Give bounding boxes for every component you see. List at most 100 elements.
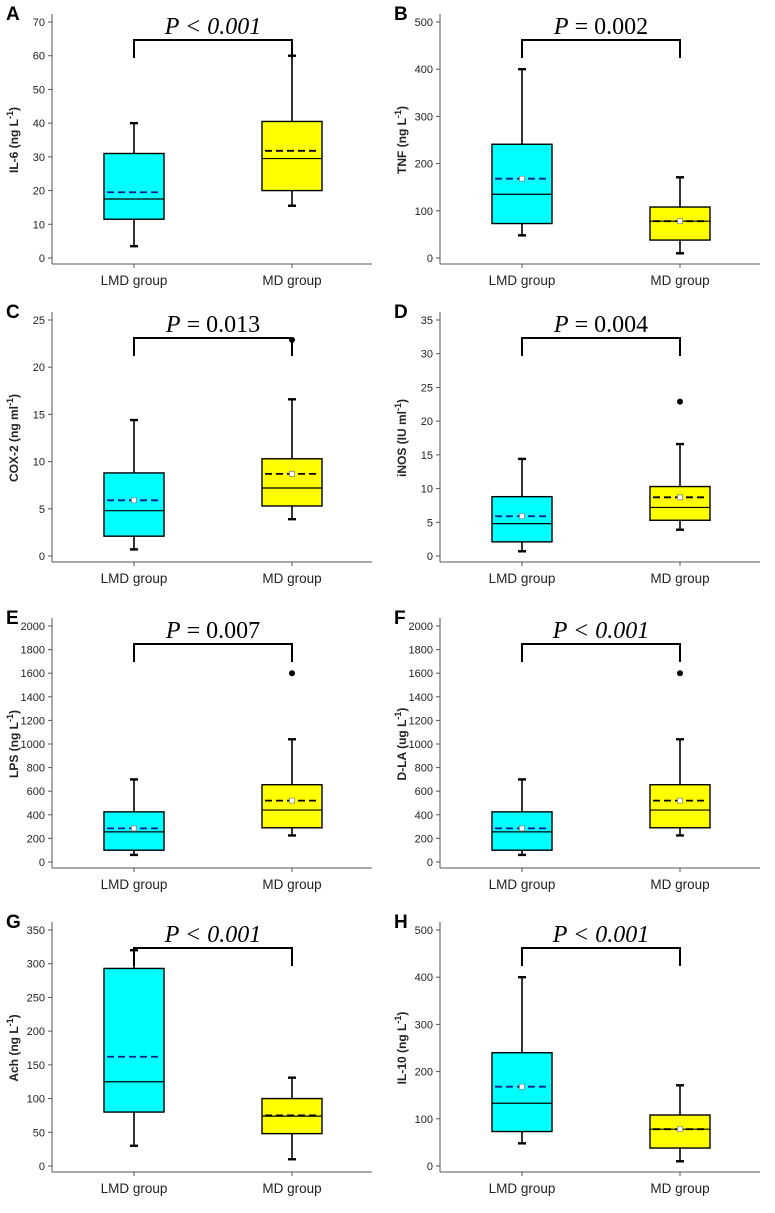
x-category-label: MD group [262, 877, 321, 892]
box-lmd [103, 949, 165, 1147]
p-value-symbol: P [164, 14, 180, 40]
box-lmd [491, 67, 553, 237]
y-tick-label: 1000 [21, 739, 45, 751]
p-value-symbol: P [165, 312, 181, 338]
panel-letter: A [6, 4, 20, 25]
p-value-label: P < 0.001 [164, 922, 261, 948]
box-iqr [103, 472, 165, 537]
x-category-label: LMD group [489, 1181, 556, 1196]
mean-marker [519, 513, 525, 520]
y-tick-label: 25 [33, 315, 45, 327]
y-tick-label: 150 [27, 1060, 45, 1072]
y-axis-label-close: ) [395, 1012, 409, 1016]
significance-bracket [521, 947, 681, 966]
y-tick-label: 400 [27, 810, 45, 822]
y-tick-label: 100 [27, 1094, 45, 1106]
panel-letter: F [394, 608, 406, 629]
p-value-symbol: P [552, 618, 568, 644]
y-tick-label: 1000 [409, 739, 433, 751]
p-value-symbol: P [164, 922, 180, 948]
y-tick-label: 70 [33, 17, 45, 29]
y-axis-label: IL-10 (ng L-1) [393, 1012, 409, 1085]
outlier-point [289, 670, 295, 677]
box-iqr [491, 1052, 553, 1133]
y-tick-label: 0 [427, 1161, 433, 1173]
panel-d: D 0 5 10 15 20 25 30 35 iNOS (IU ml-1) LMD group MD… [388, 298, 775, 601]
significance-bracket [133, 643, 293, 662]
y-tick-label: 2000 [21, 621, 45, 633]
p-value-symbol: P [553, 312, 569, 338]
y-tick-label: 0 [39, 857, 45, 869]
mean-marker [677, 494, 683, 501]
box-iqr [261, 784, 323, 829]
y-tick-label: 10 [33, 457, 45, 469]
chart-svg: A 0 10 20 30 40 50 60 70 IL-6 (ng L-1) LMD group MD… [5, 4, 372, 288]
panel-letter: H [394, 912, 408, 933]
y-tick-label: 35 [421, 315, 433, 327]
y-axis-label-main: iNOS (IU ml [395, 411, 409, 477]
box-md [261, 1076, 323, 1161]
chart-svg: H 0 100 200 300 400 500 IL-10 (ng L-1) LMD group… [393, 912, 760, 1196]
box-lmd [491, 457, 553, 553]
box-iqr [491, 495, 553, 543]
box-iqr [649, 784, 711, 829]
box-iqr [103, 811, 165, 851]
p-value-text: < 0.001 [567, 618, 649, 644]
panel-letter: G [6, 912, 21, 933]
y-tick-label: 20 [421, 416, 433, 428]
box-md [649, 670, 711, 837]
p-value-label: P = 0.007 [165, 618, 260, 644]
y-tick-label: 200 [27, 833, 45, 845]
p-value-symbol: P [553, 14, 569, 40]
y-axis-label-close: ) [395, 106, 409, 110]
chart-svg: B 0 100 200 300 400 500 TNF (ng L-1) LMD group MD… [393, 4, 760, 288]
box-iqr [103, 152, 165, 220]
y-tick-label: 400 [415, 64, 433, 76]
y-tick-label: 1600 [21, 668, 45, 680]
box-lmd [491, 778, 553, 857]
p-value-label: P < 0.001 [164, 14, 261, 40]
y-axis-label-sup: -1 [5, 398, 15, 406]
mean-marker [519, 825, 525, 832]
y-axis-label-sup: -1 [393, 712, 403, 720]
panel-c: C 0 5 10 15 20 25 COX-2 (ng ml-1) LMD group MD gr… [0, 298, 387, 601]
panel-letter: C [6, 302, 20, 323]
y-tick-label: 600 [27, 786, 45, 798]
y-axis-label: Ach (ng L-1) [5, 1014, 21, 1081]
y-tick-label: 10 [421, 484, 433, 496]
x-category-label: MD group [650, 273, 709, 288]
x-category-label: LMD group [101, 1181, 168, 1196]
y-axis-label: TNF (ng L-1) [393, 106, 409, 174]
mean-marker [519, 1083, 525, 1090]
y-tick-label: 2000 [409, 621, 433, 633]
y-tick-label: 20 [33, 362, 45, 374]
panel-g: G 0 50 100 150 200 250 300 350 Ach (ng L-1) LMD gr… [0, 908, 387, 1211]
x-category-label: MD group [262, 1181, 321, 1196]
y-tick-label: 400 [415, 972, 433, 984]
y-tick-label: 50 [33, 84, 45, 96]
y-axis-label-main: TNF (ng L [395, 118, 409, 174]
y-tick-label: 0 [39, 1161, 45, 1173]
x-category-label: MD group [650, 571, 709, 586]
significance-bracket [133, 39, 293, 58]
x-category-label: MD group [262, 571, 321, 586]
panel-f: F 0 200 400 600 800 1000 1200 1400 1600 1800 2000 D-… [388, 604, 775, 907]
x-category-label: LMD group [101, 877, 168, 892]
chart-svg: E 0 200 400 600 800 1000 1200 1400 1600 1800 2000 LP… [5, 608, 372, 892]
p-value-text: = 0.013 [181, 312, 261, 338]
y-tick-label: 30 [421, 349, 433, 361]
p-value-symbol: P [552, 922, 568, 948]
mean-marker [677, 1126, 683, 1133]
y-tick-label: 300 [27, 959, 45, 971]
y-axis-label-main: IL-10 (ng L [395, 1024, 409, 1085]
x-category-label: LMD group [489, 571, 556, 586]
box-iqr [103, 967, 165, 1113]
y-tick-label: 100 [415, 1114, 433, 1126]
panel-a: A 0 10 20 30 40 50 60 70 IL-6 (ng L-1) LMD group MD… [0, 0, 387, 303]
box-md [261, 670, 323, 837]
y-tick-label: 5 [39, 504, 45, 516]
y-tick-label: 500 [415, 925, 433, 937]
panel-letter: E [6, 608, 19, 629]
mean-marker [289, 470, 295, 477]
y-axis-label: LPS (ng L-1) [5, 710, 21, 778]
